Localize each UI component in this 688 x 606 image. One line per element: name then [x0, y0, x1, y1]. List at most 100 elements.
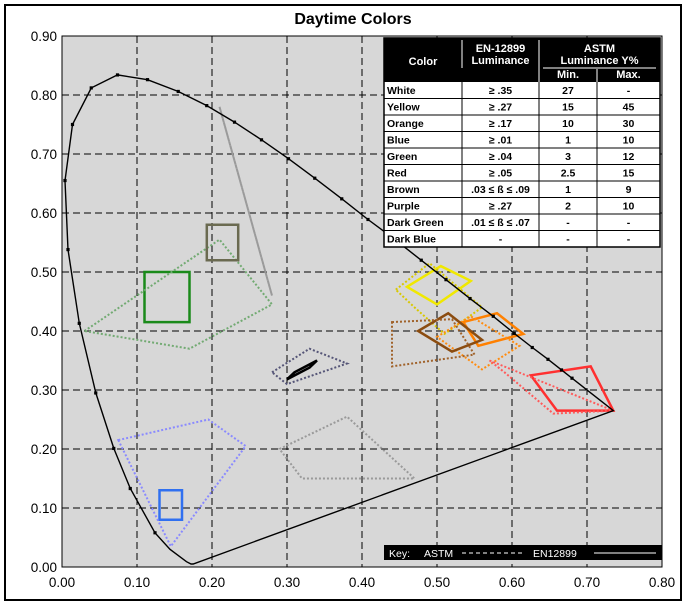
table-header-en: EN-12899: [476, 43, 526, 55]
locus-marker: [146, 78, 149, 81]
table-cell-max: -: [627, 234, 631, 246]
locus-marker: [116, 73, 119, 76]
table-cell-en: .03 ≤ ß ≤ .09: [471, 184, 530, 196]
locus-marker: [71, 123, 74, 126]
locus-marker: [340, 197, 343, 200]
y-tick-label: 0.20: [31, 442, 57, 457]
table-header-en-luminance: Luminance: [471, 55, 529, 67]
table-header-max: Max.: [616, 69, 640, 81]
table-cell-en: ≥ .27: [489, 201, 512, 213]
table-cell-max: 45: [623, 102, 635, 114]
table-cell-min: -: [566, 217, 570, 229]
table-cell-min: 3: [565, 151, 571, 163]
locus-marker: [233, 121, 236, 124]
y-tick-label: 0.40: [31, 324, 57, 339]
locus-marker: [366, 218, 369, 221]
table-cell-color: Blue: [387, 135, 410, 147]
y-tick-label: 0.30: [31, 383, 57, 398]
x-tick-label: 0.70: [574, 575, 600, 590]
x-tick-label: 0.60: [499, 575, 525, 590]
locus-marker: [531, 346, 534, 349]
x-tick-label: 0.20: [199, 575, 225, 590]
locus-marker: [287, 157, 290, 160]
locus-marker: [420, 259, 423, 262]
table-cell-color: Brown: [387, 184, 420, 196]
y-tick-label: 0.90: [31, 29, 57, 44]
table-cell-en: ≥ .17: [489, 118, 512, 130]
table-cell-min: 1: [565, 184, 571, 196]
table-cell-en: ≥ .27: [489, 102, 512, 114]
table-cell-color: Dark Blue: [387, 234, 436, 246]
table-cell-en: ≥ .04: [489, 151, 512, 163]
table-header-astm: ASTM: [584, 43, 615, 55]
locus-marker: [546, 358, 549, 361]
y-tick-label: 0.50: [31, 265, 57, 280]
locus-marker: [444, 278, 447, 281]
key-en-label: EN12899: [533, 548, 577, 560]
table-cell-max: 15: [623, 168, 635, 180]
table-cell-max: 9: [626, 184, 632, 196]
locus-marker: [492, 315, 495, 318]
table-cell-color: Dark Green: [387, 217, 444, 229]
x-tick-label: 0.40: [349, 575, 375, 590]
table-cell-color: Yellow: [387, 102, 421, 114]
y-tick-label: 0.70: [31, 147, 57, 162]
table-cell-color: Purple: [387, 201, 420, 213]
locus-marker: [468, 297, 471, 300]
table-cell-color: Green: [387, 151, 417, 163]
table-header-color: Color: [409, 56, 438, 68]
table-cell-max: -: [627, 217, 631, 229]
table-cell-min: 27: [562, 85, 574, 97]
locus-marker: [177, 90, 180, 93]
table-cell-color: Red: [387, 168, 407, 180]
locus-marker: [205, 104, 208, 107]
table-cell-min: 10: [562, 118, 574, 130]
table-cell-min: 15: [562, 102, 574, 114]
locus-marker: [63, 179, 66, 182]
locus-marker: [313, 177, 316, 180]
table-cell-min: -: [566, 234, 570, 246]
locus-marker: [112, 447, 115, 450]
locus-marker: [94, 391, 97, 394]
table-cell-min: 1: [565, 135, 571, 147]
key-label: Key:: [389, 548, 410, 560]
locus-marker: [560, 368, 563, 371]
table-cell-en: .01 ≤ ß ≤ .07: [471, 217, 530, 229]
locus-marker: [570, 377, 573, 380]
y-tick-label: 0.10: [31, 501, 57, 516]
key-astm-label: ASTM: [424, 548, 453, 560]
y-tick-label: 0.60: [31, 206, 57, 221]
table-header-astm-luminance: Luminance Y%: [560, 55, 638, 67]
locus-marker: [153, 531, 156, 534]
table-cell-en: ≥ .05: [489, 168, 512, 180]
locus-marker: [513, 332, 516, 335]
table-cell-max: 30: [623, 118, 635, 130]
x-tick-label: 0.00: [49, 575, 75, 590]
locus-marker: [90, 86, 93, 89]
x-axis-ticks: 0.00 0.10 0.20 0.30 0.40 0.50 0.60 0.70 0.80: [49, 575, 675, 590]
x-tick-label: 0.50: [424, 575, 450, 590]
chart-title: Daytime Colors: [294, 11, 411, 28]
legend-key: Key: ASTM EN12899: [384, 545, 662, 560]
table-cell-max: 10: [623, 201, 635, 213]
table-cell-max: 12: [623, 151, 635, 163]
table-cell-min: 2: [565, 201, 571, 213]
table-cell-max: -: [627, 85, 631, 97]
table-cell-en: -: [499, 234, 503, 246]
table-cell-max: 10: [623, 135, 635, 147]
y-axis-ticks: 0.00 0.10 0.20 0.30 0.40 0.50 0.60 0.70 0.80 0.90: [31, 29, 57, 575]
y-tick-label: 0.00: [31, 560, 57, 575]
table-cell-en: ≥ .01: [489, 135, 512, 147]
table-cell-color: White: [387, 85, 416, 97]
locus-marker: [129, 487, 132, 490]
x-tick-label: 0.10: [124, 575, 150, 590]
table-cell-color: Orange: [387, 118, 424, 130]
locus-marker: [66, 248, 69, 251]
y-tick-label: 0.80: [31, 88, 57, 103]
x-tick-label: 0.80: [649, 575, 675, 590]
locus-marker: [78, 322, 81, 325]
table-cell-min: 2.5: [561, 168, 576, 180]
locus-marker: [260, 138, 263, 141]
